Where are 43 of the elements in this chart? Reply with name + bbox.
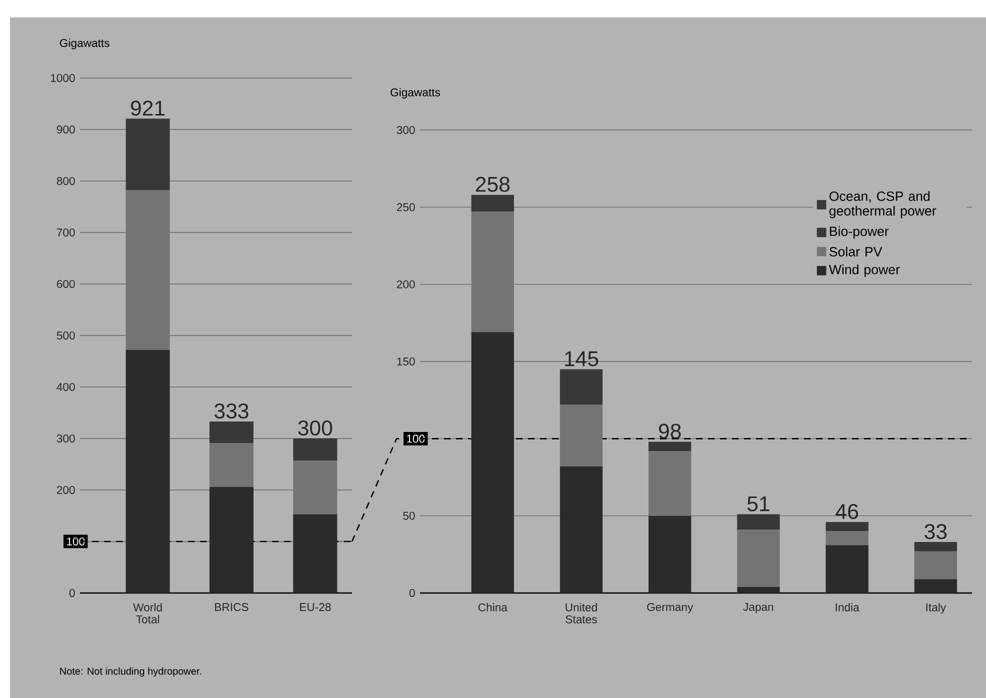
y-tick-label: 400 xyxy=(56,382,75,391)
x-tick-label: United States xyxy=(566,603,597,624)
total-label: 300 xyxy=(298,420,332,436)
legend-label: Ocean, CSP and geothermal power xyxy=(829,191,936,218)
x-tick-label: China xyxy=(478,603,508,612)
total-label: 33 xyxy=(924,524,947,540)
x-tick-label: Japan xyxy=(743,603,774,614)
x-tick-label: EU-28 xyxy=(300,603,331,612)
ref-line-label: 100 xyxy=(67,537,85,546)
x-tick-label: World Total xyxy=(133,603,162,624)
y-tick-label: 0 xyxy=(409,588,415,597)
x-tick-label: India xyxy=(836,603,860,612)
legend-label: Solar PV xyxy=(829,246,882,256)
y-tick-label: 600 xyxy=(56,280,75,288)
y-tick-label: 250 xyxy=(396,203,415,212)
y-tick-label: 300 xyxy=(396,126,415,134)
total-label: 46 xyxy=(836,504,858,520)
text: Note: Not including hydropower. xyxy=(60,667,202,677)
y-tick-label: 0 xyxy=(69,588,75,597)
legend-label: Bio-power xyxy=(830,226,889,239)
y-tick-label: 500 xyxy=(56,331,75,340)
y-axis-title: Gigawatts xyxy=(60,38,110,50)
y-tick-label: 150 xyxy=(397,357,415,366)
total-label: 333 xyxy=(214,403,248,419)
total-label: 145 xyxy=(565,351,598,366)
y-tick-label: 900 xyxy=(56,125,75,134)
y-axis-title: Gigawatts xyxy=(390,88,440,99)
x-tick-label: BRICS xyxy=(215,603,248,612)
total-label: 98 xyxy=(659,424,681,439)
x-tick-label: Italy xyxy=(926,603,946,614)
total-label: 921 xyxy=(131,100,165,116)
y-tick-label: 200 xyxy=(56,486,75,494)
y-tick-label: 1000 xyxy=(50,74,75,82)
y-tick-label: 800 xyxy=(56,176,75,185)
legend-label: Wind power xyxy=(828,264,900,277)
x-tick-label: Germany xyxy=(647,603,694,614)
total-label: 258 xyxy=(476,176,510,192)
ref-line-label: 100 xyxy=(407,434,425,443)
y-tick-label: 300 xyxy=(56,434,75,442)
y-tick-label: 200 xyxy=(396,280,415,288)
y-tick-label: 700 xyxy=(56,228,75,236)
total-label: 51 xyxy=(747,496,770,512)
y-tick-label: 50 xyxy=(403,512,415,520)
